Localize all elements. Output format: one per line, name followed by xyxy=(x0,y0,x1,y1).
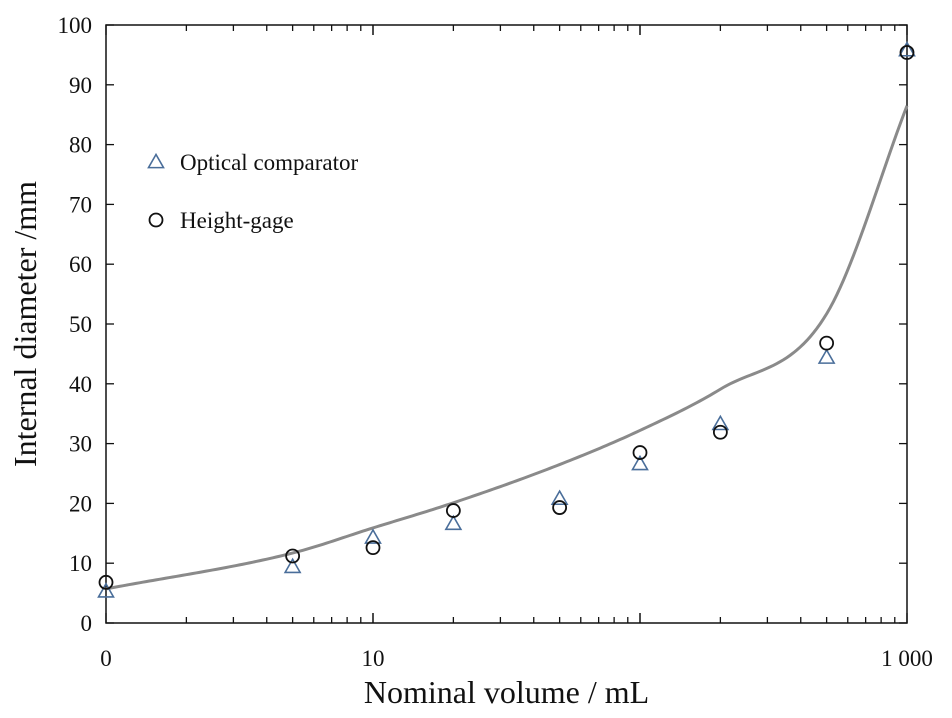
y-tick-label: 90 xyxy=(69,73,92,98)
legend-label: Optical comparator xyxy=(180,150,359,175)
fit-curve xyxy=(105,105,909,591)
y-tick-label: 40 xyxy=(69,372,92,397)
height-gage-point xyxy=(712,424,728,440)
y-tick-label: 80 xyxy=(69,133,92,158)
optical-comparator-point xyxy=(444,514,463,531)
y-axis-ticks: 0 10 20 30 40 50 60 70 80 90 100 xyxy=(58,13,907,636)
y-tick-label: 0 xyxy=(81,611,93,636)
height-gage-point xyxy=(285,548,301,564)
optical-comparator-point xyxy=(711,414,730,431)
optical-comparator-point xyxy=(550,489,569,506)
x-tick-label: 0 xyxy=(100,646,112,671)
optical-comparator-point xyxy=(97,582,115,598)
plot-frame xyxy=(105,24,908,624)
y-tick-label: 30 xyxy=(69,432,92,457)
x-tick-label: 10 xyxy=(362,646,385,671)
y-tick-label: 10 xyxy=(69,551,92,576)
height-gage-point xyxy=(365,540,381,556)
height-gage-point xyxy=(552,500,568,515)
y-tick-label: 50 xyxy=(69,312,92,337)
y-tick-label: 70 xyxy=(69,192,92,217)
y-tick-label: 100 xyxy=(58,13,93,38)
optical-comparator-point xyxy=(631,454,649,471)
x-axis-ticks: 0 10 1 000 xyxy=(100,25,933,671)
legend-label: Height-gage xyxy=(180,208,294,233)
height-gage-point xyxy=(899,45,915,60)
optical-comparator-point xyxy=(817,348,836,364)
optical-comparator-point xyxy=(364,528,382,544)
legend: Optical comparator Height-gage xyxy=(147,150,359,233)
height-gage-point xyxy=(632,445,648,460)
y-tick-label: 60 xyxy=(69,252,92,277)
height-gage-point xyxy=(819,335,835,351)
legend-triangle-marker xyxy=(147,152,165,169)
y-tick-label: 20 xyxy=(69,491,92,516)
height-gage-point xyxy=(445,503,461,518)
optical-comparator-point xyxy=(898,41,916,57)
x-tick-label: 1 000 xyxy=(881,646,933,671)
optical-comparator-point xyxy=(283,557,302,574)
height-gage-point xyxy=(98,574,114,590)
legend-circle-marker xyxy=(148,212,164,228)
data-markers xyxy=(97,41,916,598)
x-axis-title: Nominal volume / mL xyxy=(364,674,649,710)
y-axis-title: Internal diameter /mm xyxy=(7,181,43,467)
